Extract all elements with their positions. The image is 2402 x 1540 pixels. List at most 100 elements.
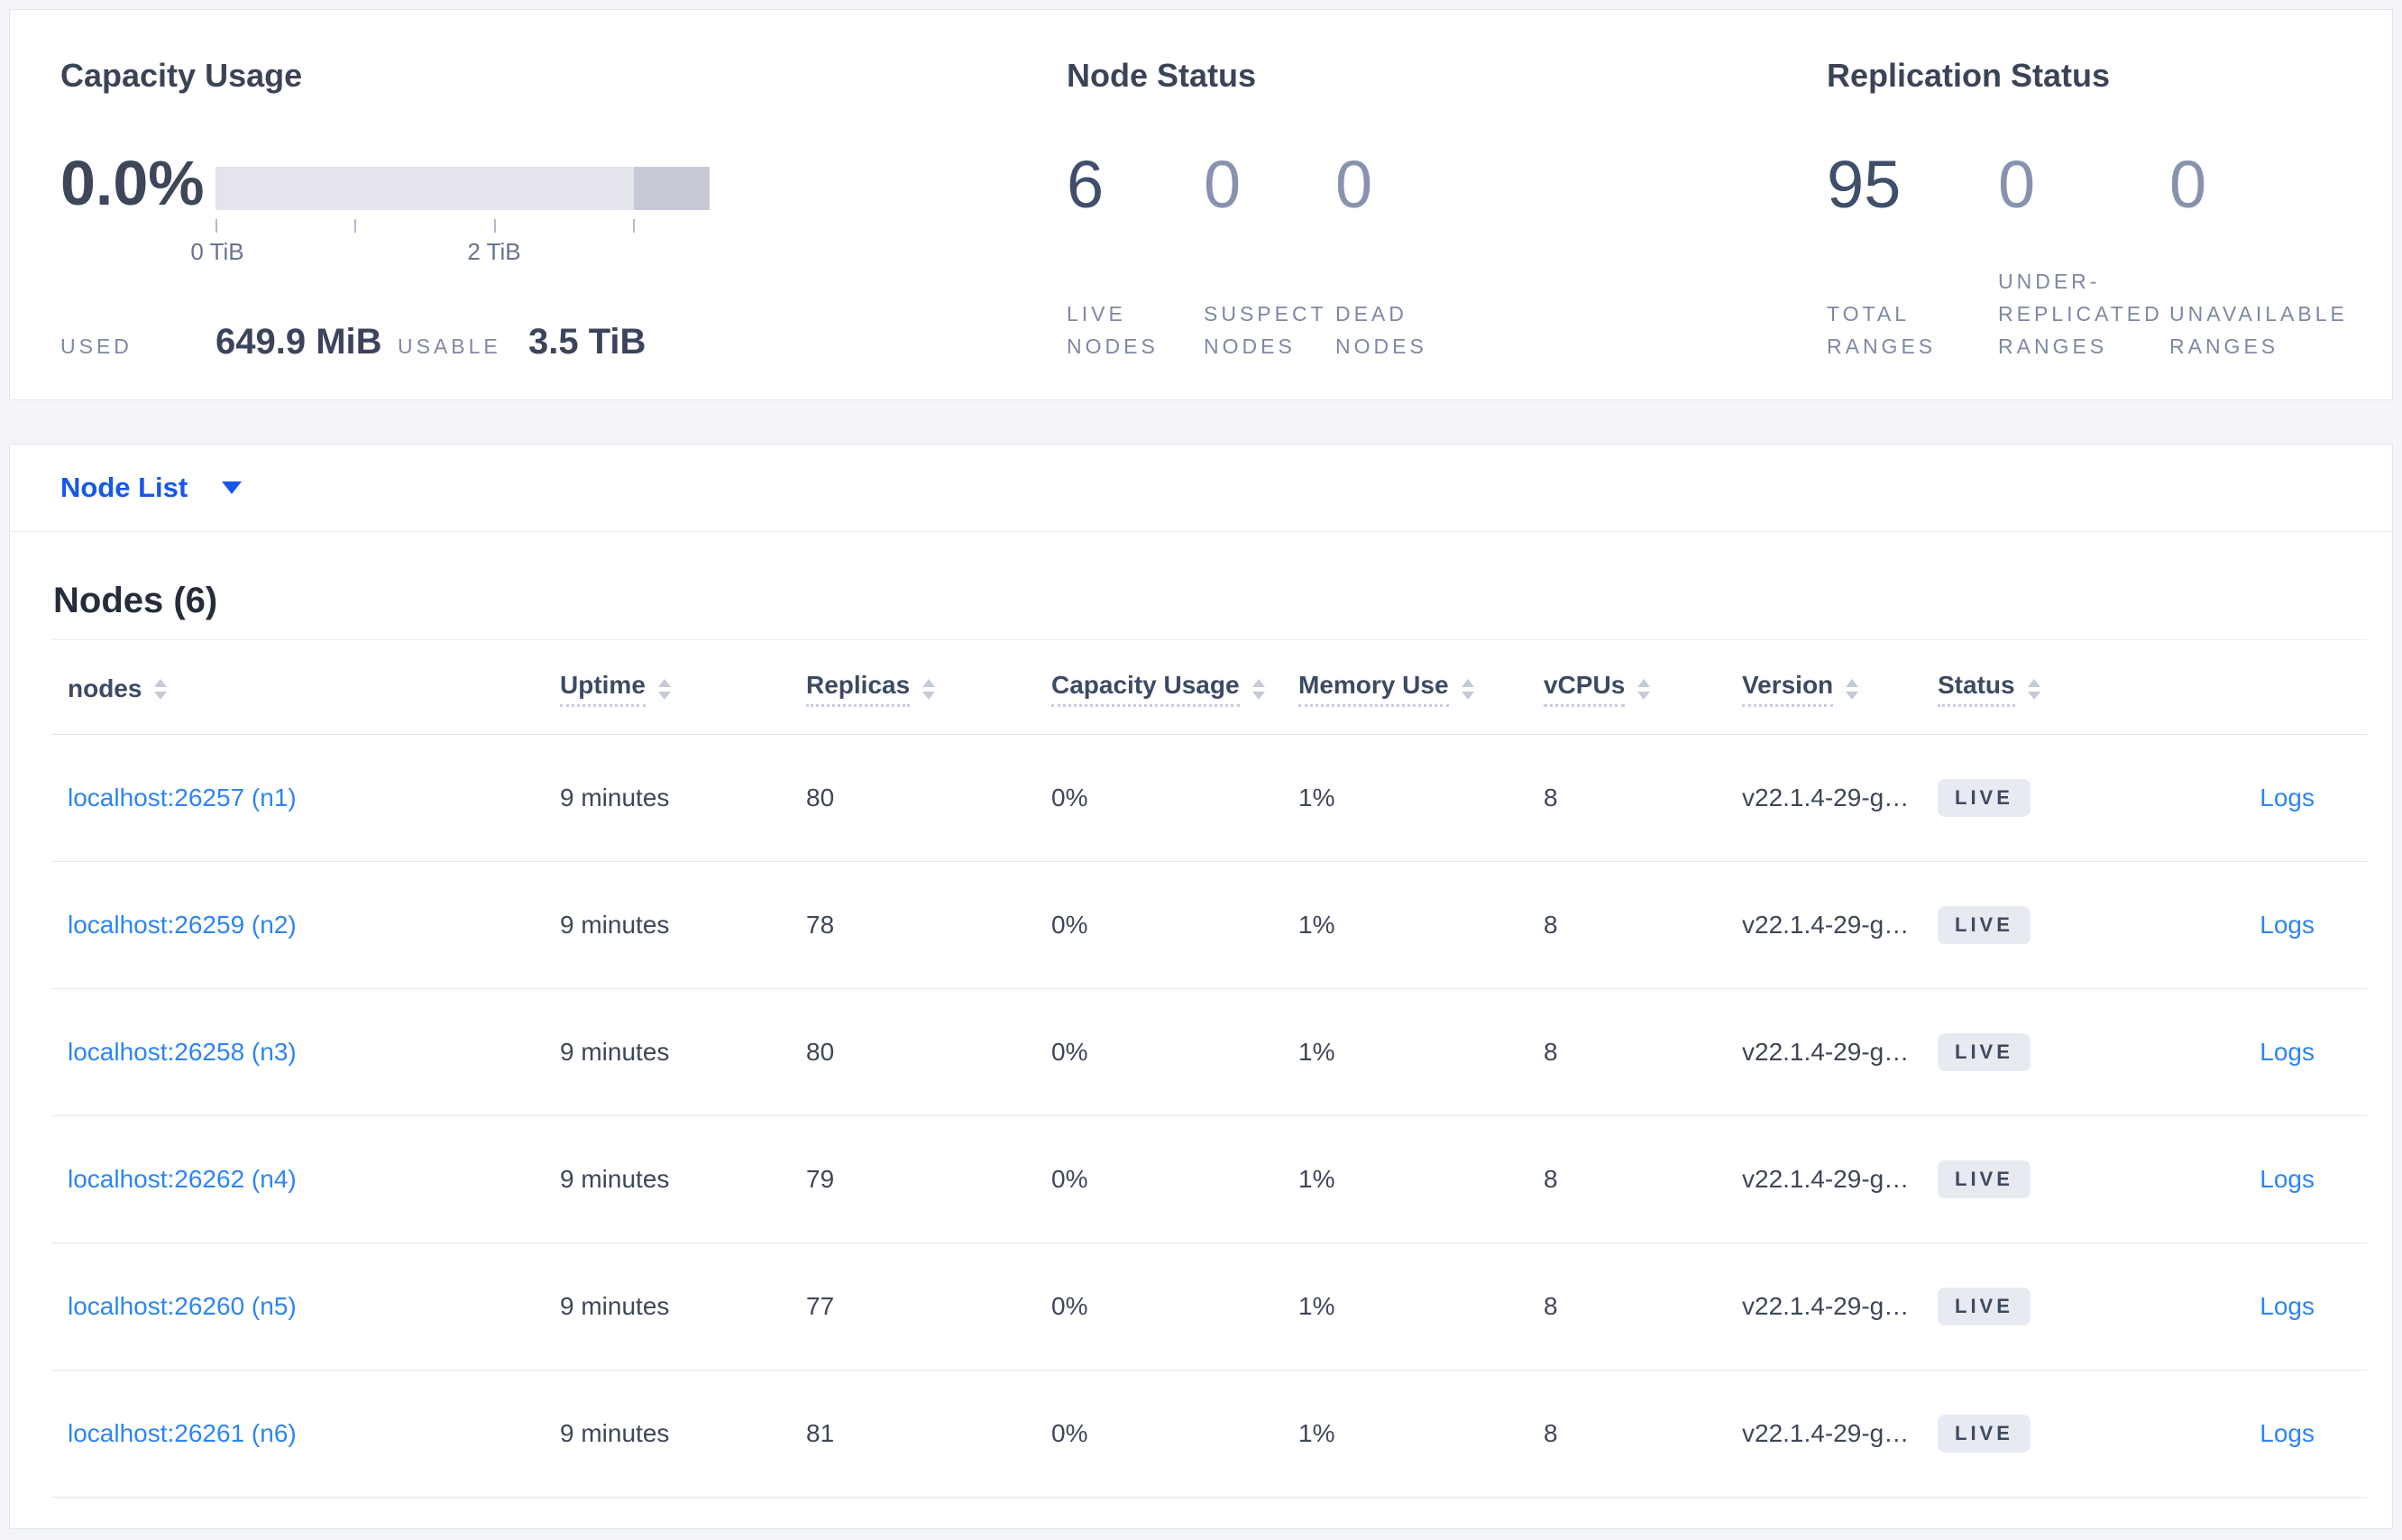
vcpus-cell: 8	[1544, 1419, 1558, 1447]
memory-use-cell: 1%	[1298, 1419, 1335, 1447]
sort-icon	[154, 678, 168, 700]
uptime-cell: 9 minutes	[560, 1165, 670, 1193]
replicas-cell: 80	[806, 1038, 835, 1066]
cluster-summary-card: Capacity Usage 0.0% 0 TiB 2	[9, 9, 2393, 400]
dead-nodes-stat: 0 DEAD NODES	[1335, 151, 1427, 362]
node-list-card: Node List Nodes (6) nodes Uptime Replica…	[9, 444, 2393, 1529]
uptime-cell: 9 minutes	[560, 1038, 670, 1066]
capacity-usage-cell: 0%	[1051, 1419, 1088, 1447]
capacity-usage-panel: Capacity Usage 0.0% 0 TiB 2	[60, 57, 1067, 399]
status-badge: LIVE	[1938, 779, 2031, 817]
node-link-n1[interactable]: localhost:26257 (n1)	[68, 784, 297, 811]
node-link-n3[interactable]: localhost:26258 (n3)	[68, 1038, 297, 1066]
uptime-cell: 9 minutes	[560, 1419, 670, 1447]
memory-use-cell: 1%	[1298, 911, 1335, 939]
column-header-status[interactable]: Status	[1938, 671, 2145, 707]
status-badge: LIVE	[1938, 1160, 2031, 1198]
replicas-cell: 78	[806, 911, 835, 939]
table-row: localhost:26261 (n6) 9 minutes 81 0% 1% …	[51, 1370, 2367, 1498]
version-cell: v22.1.4-29-g…	[1742, 1038, 1910, 1066]
capacity-usage-cell: 0%	[1051, 1038, 1088, 1066]
status-badge: LIVE	[1938, 1033, 2031, 1071]
table-row: localhost:26259 (n2) 9 minutes 78 0% 1% …	[51, 862, 2367, 989]
version-cell: v22.1.4-29-g…	[1742, 911, 1910, 939]
uptime-cell: 9 minutes	[560, 1292, 670, 1320]
sort-icon	[1461, 678, 1474, 700]
capacity-used-value: 649.9 MiB	[215, 322, 382, 362]
node-link-n4[interactable]: localhost:26262 (n4)	[68, 1165, 297, 1193]
column-header-memory-use[interactable]: Memory Use	[1298, 671, 1544, 707]
memory-use-cell: 1%	[1298, 784, 1335, 811]
logs-link-n4[interactable]: Logs	[2260, 1165, 2315, 1193]
column-header-vcpus[interactable]: vCPUs	[1544, 671, 1742, 707]
total-ranges-label: TOTAL RANGES	[1827, 302, 1937, 358]
column-header-nodes[interactable]: nodes	[51, 674, 560, 703]
table-row: localhost:26260 (n5) 9 minutes 77 0% 1% …	[51, 1243, 2367, 1370]
vcpus-cell: 8	[1544, 1292, 1558, 1320]
replicas-cell: 77	[806, 1292, 835, 1320]
status-badge: LIVE	[1938, 906, 2031, 944]
dead-nodes-value: 0	[1335, 147, 1373, 223]
suspect-nodes-stat: 0 SUSPECT NODES	[1204, 151, 1335, 362]
sort-icon	[1637, 678, 1651, 700]
nodes-table-header-row: nodes Uptime Replicas Capacity Usage Mem…	[51, 640, 2367, 735]
table-row: localhost:26258 (n3) 9 minutes 80 0% 1% …	[51, 989, 2367, 1116]
total-ranges-value: 95	[1827, 147, 1902, 223]
node-link-n6[interactable]: localhost:26261 (n6)	[68, 1419, 297, 1447]
capacity-used-label: USED	[60, 335, 133, 359]
logs-link-n6[interactable]: Logs	[2260, 1419, 2315, 1447]
table-row: localhost:26262 (n4) 9 minutes 79 0% 1% …	[51, 1116, 2367, 1243]
node-link-n2[interactable]: localhost:26259 (n2)	[68, 911, 297, 939]
version-cell: v22.1.4-29-g…	[1742, 1419, 1910, 1447]
sort-icon	[1251, 678, 1265, 700]
replicas-cell: 81	[806, 1419, 835, 1447]
version-cell: v22.1.4-29-g…	[1742, 1292, 1910, 1320]
capacity-usable-label: USABLE	[398, 335, 501, 359]
column-header-replicas[interactable]: Replicas	[806, 671, 1051, 707]
capacity-axis-label-2: 2 TiB	[467, 238, 521, 266]
chevron-down-icon	[222, 481, 243, 494]
column-header-capacity-usage[interactable]: Capacity Usage	[1051, 671, 1298, 707]
column-header-version[interactable]: Version	[1742, 671, 1938, 707]
capacity-usage-cell: 0%	[1051, 1292, 1088, 1320]
memory-use-cell: 1%	[1298, 1038, 1335, 1066]
sort-icon	[657, 678, 671, 700]
column-header-uptime[interactable]: Uptime	[560, 671, 806, 707]
nodes-table-heading: Nodes (6)	[51, 581, 2367, 640]
replication-status-title: Replication Status	[1827, 57, 2111, 94]
replication-status-panel: Replication Status 95 TOTAL RANGES 0 UND…	[1827, 57, 2392, 399]
vcpus-cell: 8	[1544, 1165, 1558, 1193]
logs-link-n5[interactable]: Logs	[2260, 1292, 2315, 1320]
vcpus-cell: 8	[1544, 784, 1558, 811]
live-nodes-label: LIVE NODES	[1067, 302, 1159, 358]
version-cell: v22.1.4-29-g…	[1742, 784, 1910, 811]
unavailable-ranges-stat: 0 UNAVAILABLE RANGES	[2169, 151, 2348, 362]
node-list-view-selector[interactable]: Node List	[10, 445, 2392, 532]
status-badge: LIVE	[1938, 1415, 2031, 1453]
live-nodes-value: 6	[1067, 147, 1105, 223]
status-badge: LIVE	[1938, 1288, 2031, 1325]
sort-icon	[2027, 678, 2040, 700]
under-replicated-ranges-stat: 0 UNDER- REPLICATED RANGES	[1998, 151, 2169, 362]
uptime-cell: 9 minutes	[560, 784, 670, 811]
logs-link-n3[interactable]: Logs	[2260, 1038, 2315, 1066]
capacity-axis-ticks	[215, 219, 710, 234]
logs-link-n1[interactable]: Logs	[2260, 784, 2315, 811]
suspect-nodes-label: SUSPECT NODES	[1204, 302, 1327, 358]
unavailable-ranges-label: UNAVAILABLE RANGES	[2169, 302, 2348, 358]
table-row: localhost:26257 (n1) 9 minutes 80 0% 1% …	[51, 735, 2367, 862]
capacity-bar-reserved-segment	[634, 167, 710, 211]
under-replicated-ranges-value: 0	[1998, 147, 2036, 223]
capacity-bar-chart: 0 TiB 2 TiB	[190, 151, 710, 267]
capacity-axis-label-0: 0 TiB	[190, 238, 244, 266]
replicas-cell: 79	[806, 1165, 835, 1193]
node-link-n5[interactable]: localhost:26260 (n5)	[68, 1292, 297, 1320]
capacity-usage-cell: 0%	[1051, 784, 1088, 811]
capacity-usage-cell: 0%	[1051, 911, 1088, 939]
node-list-selector-label[interactable]: Node List	[60, 472, 188, 503]
logs-link-n2[interactable]: Logs	[2260, 911, 2315, 939]
memory-use-cell: 1%	[1298, 1165, 1335, 1193]
capacity-usage-cell: 0%	[1051, 1165, 1088, 1193]
vcpus-cell: 8	[1544, 911, 1558, 939]
replicas-cell: 80	[806, 784, 835, 811]
